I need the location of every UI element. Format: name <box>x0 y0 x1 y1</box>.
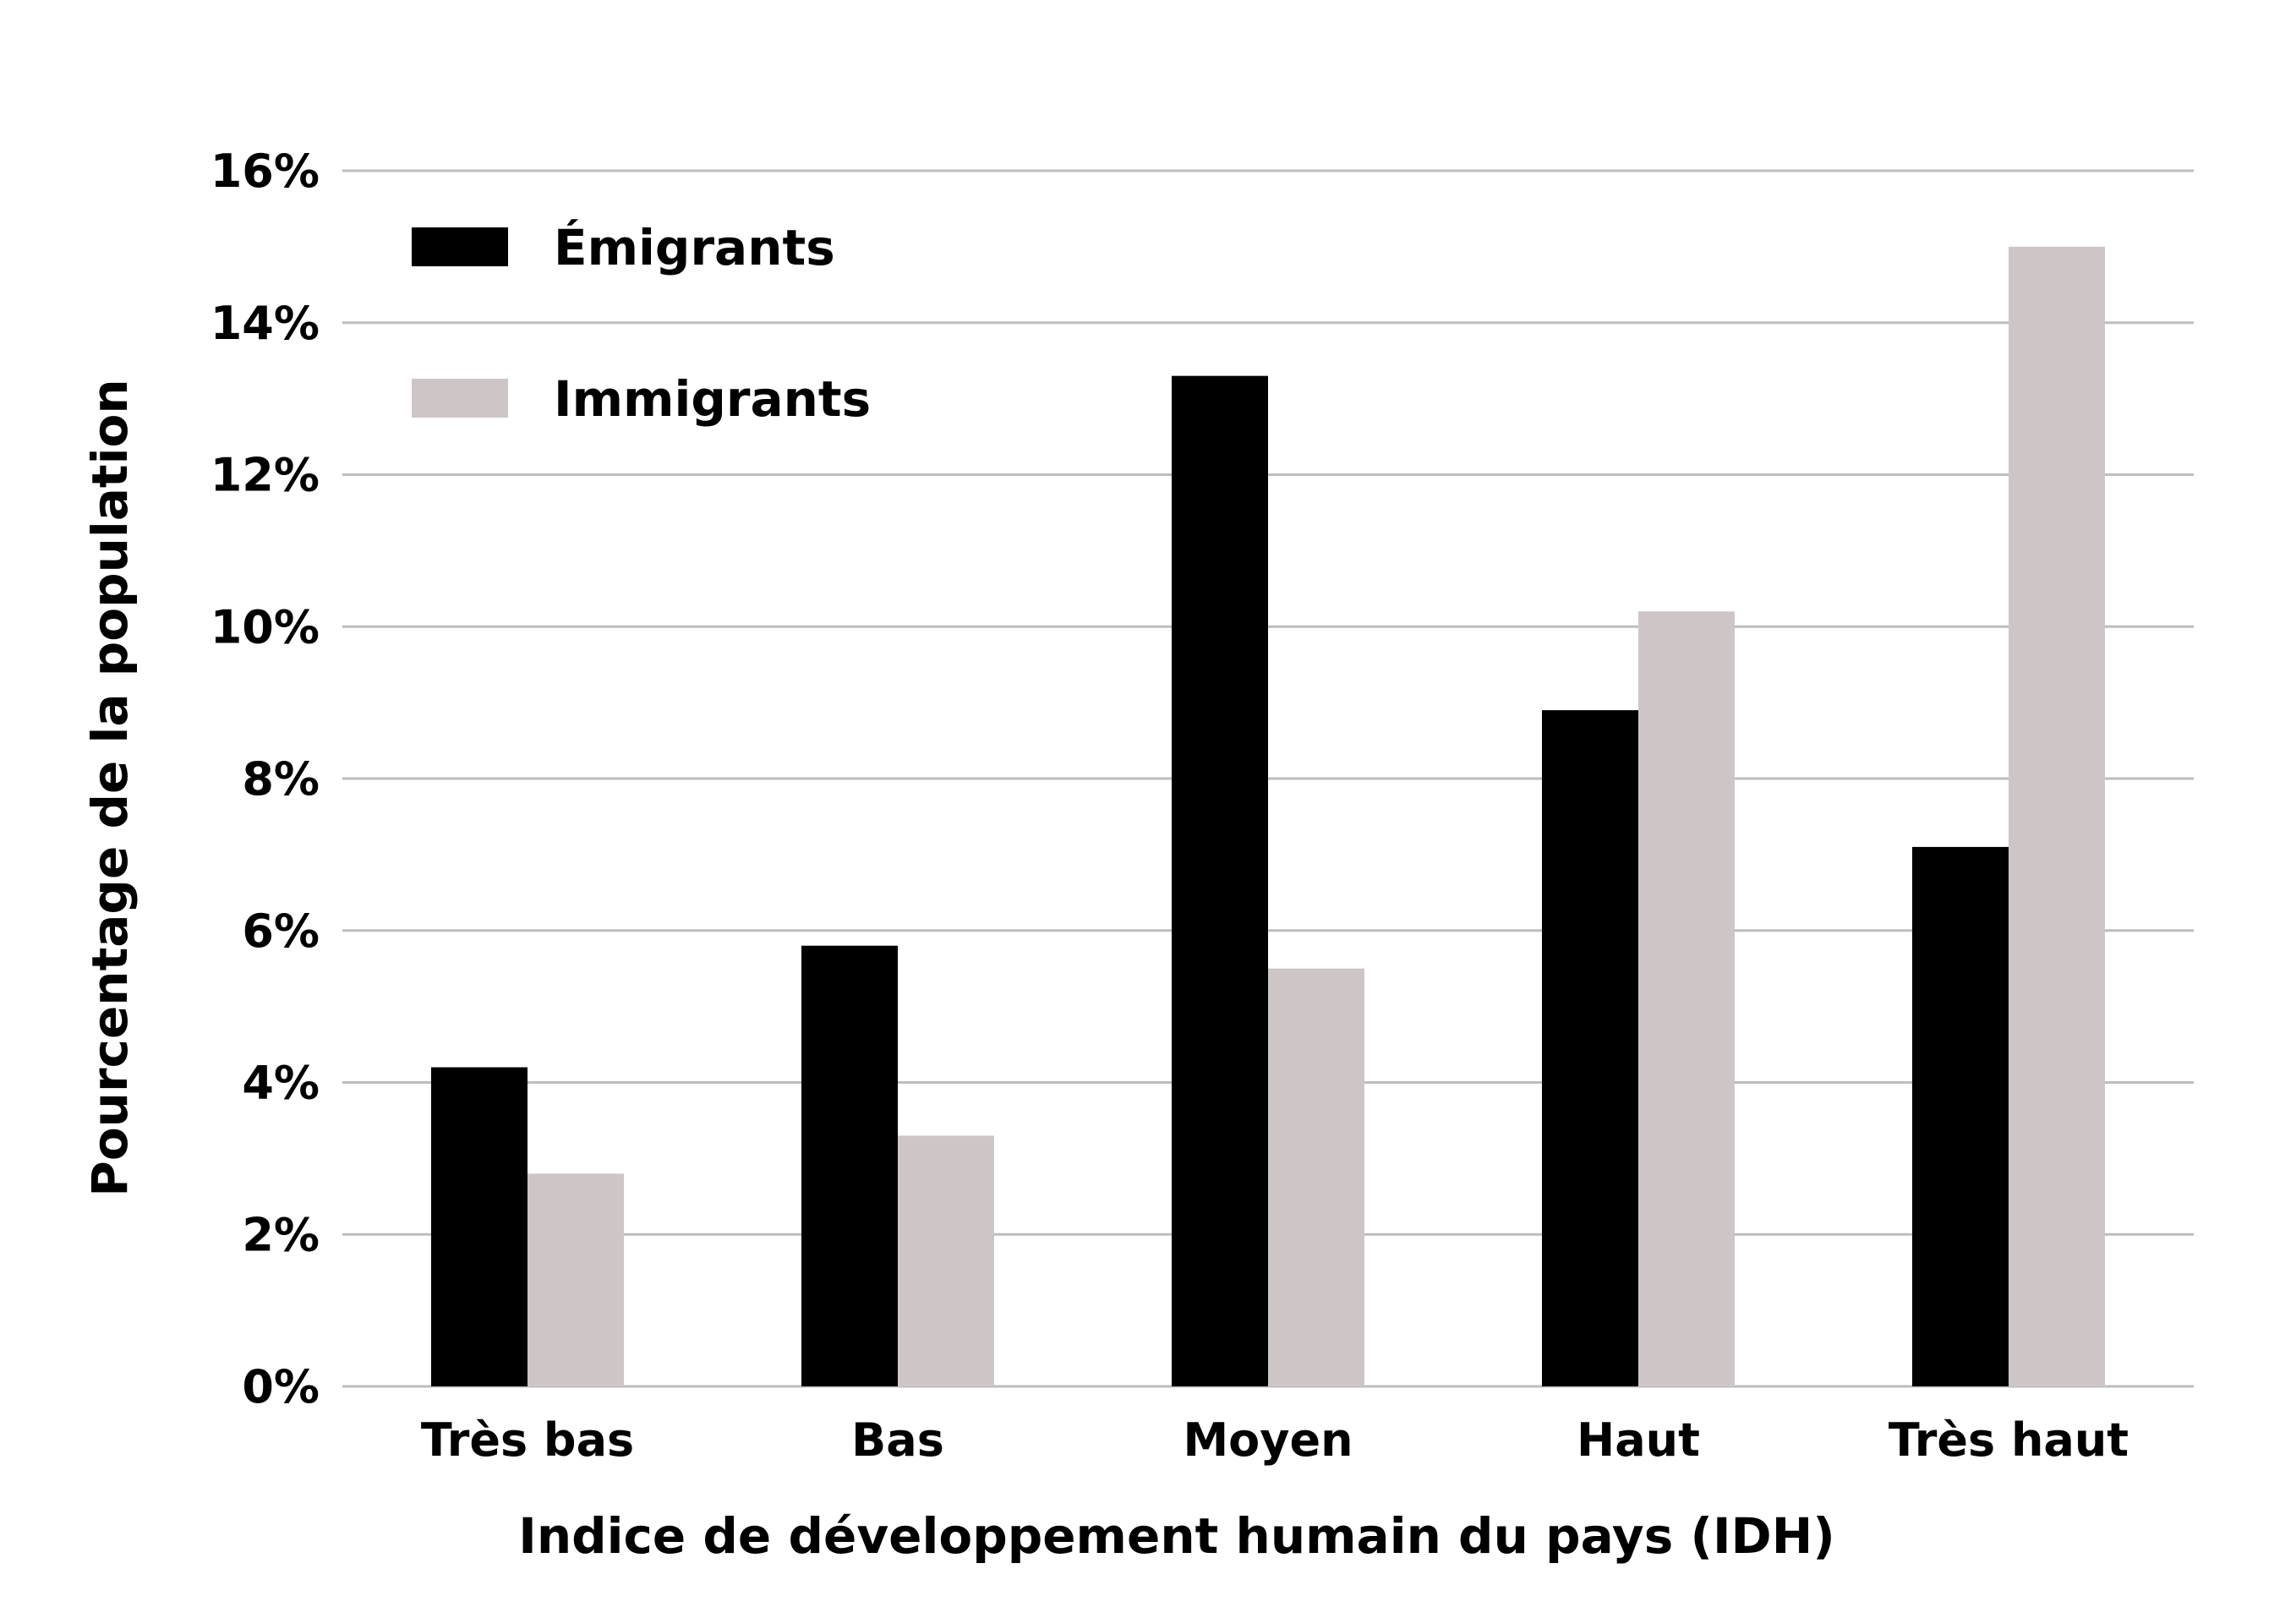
y-tick-labels: 0% 2% 4% 6% 8% 10% 12% 14% 16% <box>210 145 320 1413</box>
bars <box>431 246 2105 1387</box>
bar-emigrants-bas <box>801 945 898 1386</box>
y-tick-label: 10% <box>210 600 320 653</box>
x-tick-label: Très bas <box>421 1413 634 1467</box>
bar-immigrants-moyen <box>1268 968 1364 1386</box>
legend: Émigrants Immigrants <box>412 218 871 428</box>
x-tick-label: Haut <box>1577 1413 1700 1467</box>
bar-emigrants-tres-haut <box>1912 846 2009 1386</box>
y-tick-label: 4% <box>242 1057 320 1110</box>
bar-emigrants-tres-bas <box>431 1067 528 1386</box>
y-axis-title: Pourcentage de la population <box>81 379 139 1196</box>
legend-swatch-immigrants <box>412 379 508 418</box>
legend-swatch-emigrants <box>412 227 508 266</box>
legend-label-emigrants: Émigrants <box>554 218 835 276</box>
y-tick-label: 2% <box>242 1208 320 1261</box>
x-axis-title: Indice de développement humain du pays (… <box>518 1507 1835 1565</box>
legend-label-immigrants: Immigrants <box>554 370 871 428</box>
bar-immigrants-bas <box>898 1135 994 1386</box>
x-tick-label: Moyen <box>1183 1413 1353 1467</box>
x-tick-label: Très haut <box>1889 1413 2129 1467</box>
y-tick-label: 8% <box>242 752 320 806</box>
bar-immigrants-tres-bas <box>528 1173 624 1386</box>
bar-immigrants-haut <box>1638 611 1735 1386</box>
y-tick-label: 12% <box>210 449 320 502</box>
bar-emigrants-moyen <box>1172 375 1268 1387</box>
y-tick-label: 14% <box>210 297 320 350</box>
y-tick-label: 0% <box>242 1360 320 1413</box>
y-tick-label: 16% <box>210 145 320 198</box>
x-tick-labels: Très bas Bas Moyen Haut Très haut <box>421 1413 2129 1467</box>
bar-immigrants-tres-haut <box>2009 246 2105 1386</box>
x-tick-label: Bas <box>851 1413 944 1467</box>
y-tick-label: 6% <box>242 905 320 958</box>
bar-emigrants-haut <box>1542 710 1638 1386</box>
